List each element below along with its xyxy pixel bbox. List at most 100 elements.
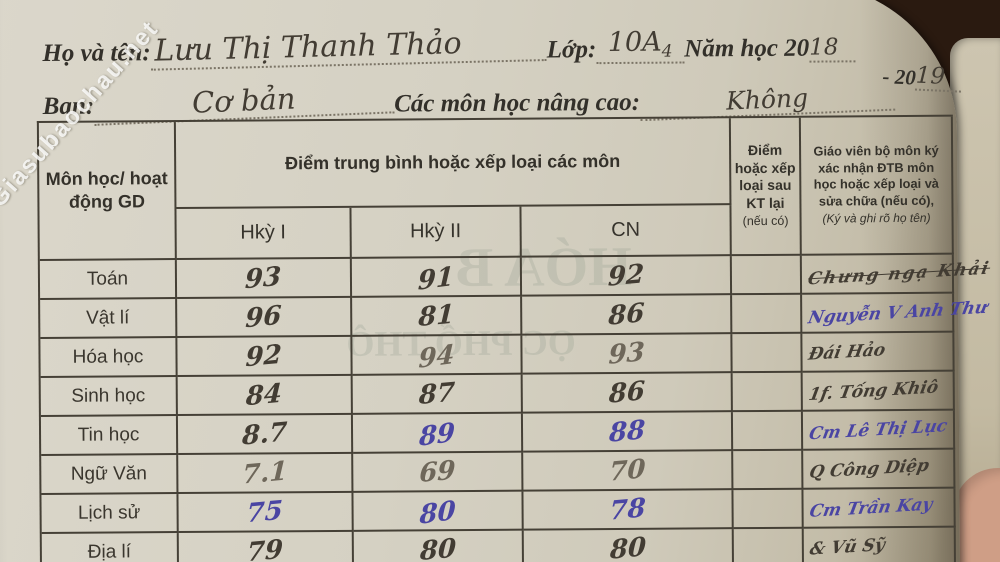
subject-cell: Vật lí (40, 299, 178, 340)
header-line-2: Ban: Cơ bản Các môn học nâng cao: Không (43, 77, 896, 126)
subject-cell: Hóa học (40, 338, 178, 379)
retest-cell (732, 333, 803, 374)
retest-cell (732, 372, 803, 413)
sem1-grade-text: 93 (244, 261, 283, 295)
subject-cell-text: Tin học (77, 423, 140, 446)
cn-grade-text: 92 (607, 258, 645, 293)
teacher-signature-text: 1f. Tống Khiô (806, 376, 941, 405)
sem2-grade: 81 (352, 296, 523, 337)
retest-cell (733, 450, 804, 491)
sem1-grade: 8.7 (177, 414, 354, 456)
subject-cell: Sinh học (40, 377, 178, 418)
cn-grade: 78 (523, 490, 734, 531)
subject-cell-text: Sinh học (71, 384, 146, 407)
sem2-grade-text: 69 (418, 454, 457, 489)
cn-grade: 92 (521, 256, 733, 297)
cn-grade-text: 70 (608, 453, 647, 488)
teacher-signature: 1f. Tống Khiô (802, 371, 955, 412)
sem1-grade: 79 (178, 531, 355, 562)
header-line-1: Họ và tên: Lưu Thị Thanh Thảo Lớp: 10A4 … (42, 24, 894, 71)
semester1-header: Hkỳ I (176, 207, 352, 261)
advanced-subjects-label: Các môn học nâng cao: (394, 88, 641, 118)
subject-cell-text: Ngữ Văn (70, 462, 147, 485)
cn-grade: 86 (522, 295, 733, 336)
retest-cell (732, 411, 804, 452)
cn-grade: 80 (523, 529, 734, 562)
sem1-grade-text: 75 (246, 495, 284, 529)
cn-grade: 86 (522, 373, 733, 414)
sem2-grade-text: 80 (418, 495, 457, 531)
name-value: Lưu Thị Thanh Thảo (150, 24, 548, 71)
sem2-grade-text: 81 (417, 298, 455, 333)
teacher-signature-text: Cm Lê Thị Lục (807, 415, 949, 444)
sem1-grade: 92 (177, 336, 353, 378)
sem2-grade: 87 (352, 374, 523, 415)
teacher-signature: Nguyễn V Anh Thư (802, 293, 989, 334)
class-value-subscript: 4 (661, 41, 673, 62)
subject-cell: Ngữ Văn (41, 455, 179, 496)
retest-header-text: Điểm hoặc xếp loại sau KT lại (734, 142, 796, 211)
sem2-grade: 80 (353, 491, 524, 532)
grade-table: Môn học/ hoạt động GD Điểm trung bình ho… (36, 114, 992, 562)
subject-cell-text: Lịch sử (77, 501, 141, 524)
cn-grade-text: 93 (607, 336, 646, 371)
sem2-grade: 94 (352, 335, 523, 376)
sem2-grade-text: 91 (417, 261, 455, 297)
full-year-header: CN (521, 205, 732, 258)
sem1-grade-text: 79 (246, 534, 285, 562)
teacher-signature-text: Q Công Diệp (807, 455, 931, 483)
sem2-grade: 69 (353, 452, 524, 493)
teacher-signature-text: & Vũ Sỹ (808, 534, 887, 560)
subject-cell: Lịch sử (41, 494, 179, 535)
sem1-grade: 93 (176, 258, 353, 300)
subject-cell-text: Hóa học (72, 345, 144, 368)
teacher-signature: Q Công Diệp (803, 449, 956, 490)
subject-cell: Địa lí (41, 533, 180, 562)
sem1-grade: 96 (177, 297, 353, 339)
school-year-end: 19 (915, 62, 963, 93)
retest-column-header: Điểm hoặc xếp loại sau KT lại (nếu có) (730, 117, 802, 257)
teacher-column-header: Giáo viên bộ môn ký xác nhận ĐTB môn học… (800, 116, 954, 256)
sem2-grade-text: 94 (417, 339, 456, 375)
retest-cell (733, 489, 804, 530)
school-year-start: 18 (809, 34, 856, 63)
subject-cell: Tin học (40, 416, 179, 457)
semester2-header: Hkỳ II (351, 206, 522, 259)
subject-cell: Toán (39, 260, 178, 301)
teacher-signature: Cm Lê Thị Lục (802, 410, 956, 451)
subject-cell-text: Vật lí (86, 306, 130, 329)
cn-grade: 93 (522, 334, 733, 375)
sem2-grade: 80 (353, 530, 525, 562)
school-year-label: Năm học 20 (684, 34, 810, 63)
teacher-signature-text: Cm Trần Kay (807, 493, 935, 522)
notebook-page: Giasubaochau.net HÓA B ỌC PHỔ THÔ Họ và … (0, 0, 960, 562)
cn-grade-text: 78 (608, 492, 647, 527)
retest-cell (733, 528, 804, 562)
subject-cell-text: Địa lí (87, 540, 132, 562)
sem1-grade-text: 7.1 (241, 455, 289, 491)
teacher-signature: Đái Hảo (802, 332, 955, 373)
sem2-grade-text: 87 (418, 376, 456, 411)
sem1-grade: 7.1 (178, 453, 354, 495)
sem2-grade-text: 80 (419, 532, 457, 562)
class-value: 10A4 (596, 26, 685, 65)
cn-grade-text: 88 (608, 414, 646, 449)
retest-header-note: (nếu có) (742, 213, 789, 229)
cn-grade: 88 (522, 412, 734, 453)
sem1-grade: 75 (178, 492, 354, 534)
cn-grade-text: 80 (609, 531, 647, 562)
sem2-grade: 91 (351, 257, 523, 298)
teacher-header-note: (Ký và ghi rõ họ tên) (822, 211, 931, 227)
cn-grade: 70 (523, 451, 734, 492)
cn-grade-text: 86 (607, 297, 645, 332)
teacher-signature: Chưng ngạ Khải (801, 254, 992, 295)
sem1-grade-text: 8.7 (241, 416, 288, 452)
teacher-header-text: Giáo viên bộ môn ký xác nhận ĐTB môn học… (813, 142, 939, 209)
sem1-grade-text: 96 (245, 300, 283, 334)
sem1-grade-text: 92 (245, 339, 283, 373)
teacher-signature: & Vũ Sỹ (803, 527, 956, 562)
average-group-header: Điểm trung bình hoặc xếp loại các môn (175, 118, 732, 210)
retest-cell (732, 294, 803, 335)
teacher-signature: Cm Trần Kay (803, 488, 956, 529)
